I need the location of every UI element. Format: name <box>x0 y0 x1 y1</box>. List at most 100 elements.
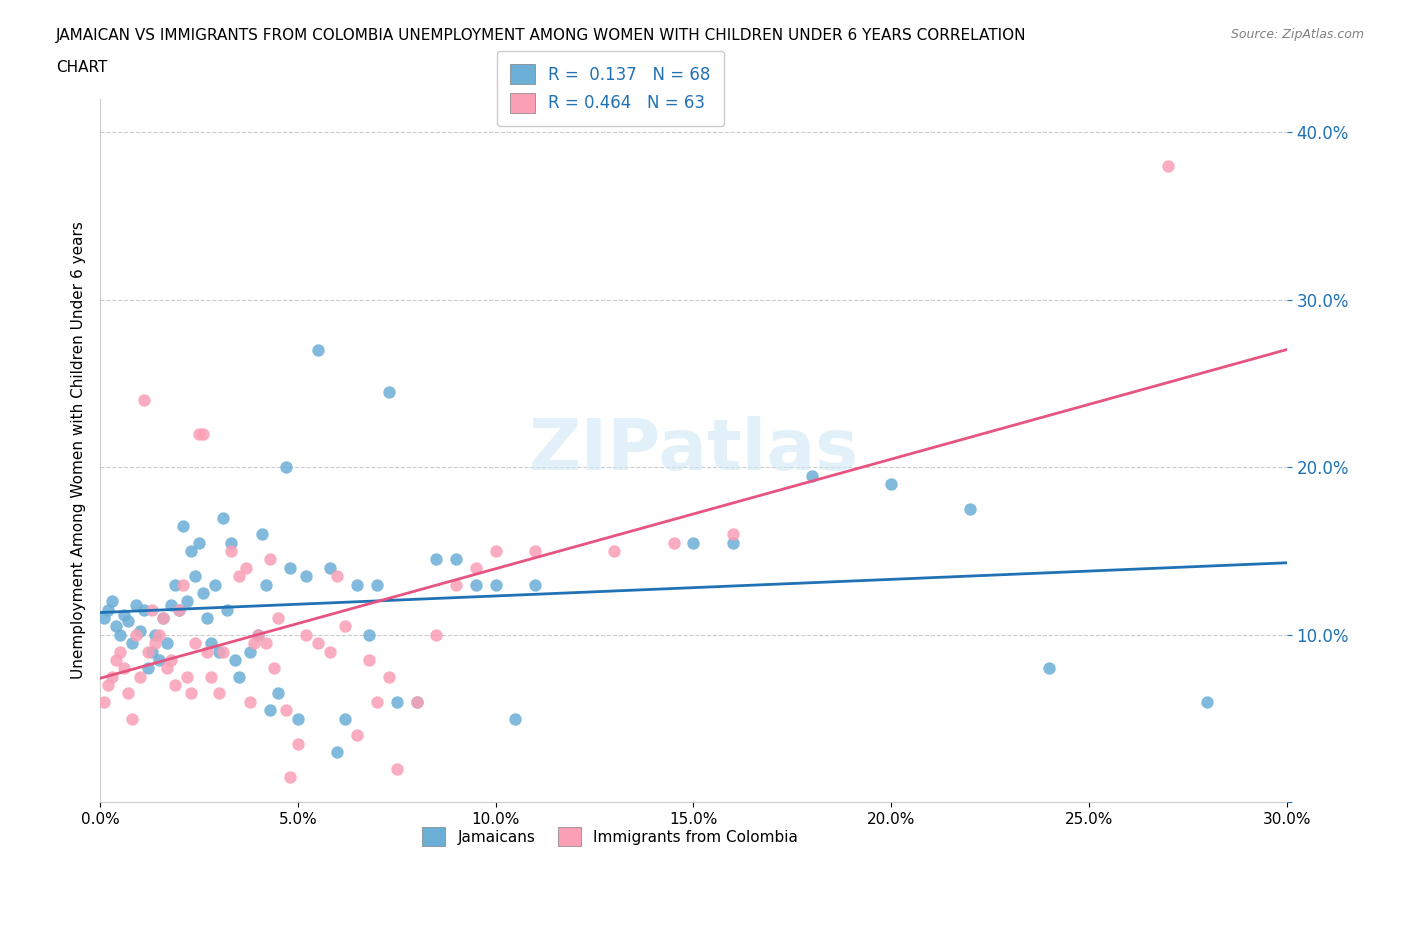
Point <box>505 711 527 726</box>
Point <box>208 644 231 659</box>
Point <box>318 561 340 576</box>
Point <box>176 670 198 684</box>
Point <box>93 695 115 710</box>
Point <box>444 552 467 567</box>
Point <box>145 628 167 643</box>
Point <box>228 670 250 684</box>
Point <box>200 670 222 684</box>
Point <box>101 670 124 684</box>
Point <box>287 711 309 726</box>
Point <box>141 644 163 659</box>
Point <box>125 628 148 643</box>
Point <box>176 594 198 609</box>
Point <box>191 426 214 441</box>
Point <box>464 561 486 576</box>
Point <box>346 728 368 743</box>
Point <box>603 544 626 559</box>
Point <box>464 578 486 592</box>
Point <box>335 711 357 726</box>
Point <box>136 661 159 676</box>
Point <box>682 536 704 551</box>
Point <box>156 661 179 676</box>
Point <box>307 342 329 357</box>
Point <box>195 611 218 626</box>
Point <box>219 536 242 551</box>
Point <box>184 636 207 651</box>
Point <box>274 459 297 474</box>
Point <box>721 536 744 551</box>
Point <box>385 695 408 710</box>
Point <box>160 597 183 612</box>
Point <box>287 737 309 751</box>
Point <box>117 614 139 629</box>
Point <box>180 544 202 559</box>
Point <box>97 603 120 618</box>
Point <box>326 745 349 760</box>
Point <box>662 536 685 551</box>
Text: JAMAICAN VS IMMIGRANTS FROM COLOMBIA UNEMPLOYMENT AMONG WOMEN WITH CHILDREN UNDE: JAMAICAN VS IMMIGRANTS FROM COLOMBIA UNE… <box>56 28 1026 43</box>
Legend: Jamaicans, Immigrants from Colombia: Jamaicans, Immigrants from Colombia <box>411 815 810 858</box>
Point <box>385 762 408 777</box>
Y-axis label: Unemployment Among Women with Children Under 6 years: Unemployment Among Women with Children U… <box>72 221 86 680</box>
Point <box>252 527 274 542</box>
Point <box>108 628 131 643</box>
Point <box>165 678 187 693</box>
Point <box>1038 661 1060 676</box>
Point <box>326 569 349 584</box>
Point <box>335 619 357 634</box>
Point <box>254 578 277 592</box>
Point <box>346 578 368 592</box>
Point <box>425 628 447 643</box>
Point <box>247 628 270 643</box>
Point <box>259 703 281 718</box>
Point <box>378 670 401 684</box>
Point <box>152 611 174 626</box>
Point <box>204 578 226 592</box>
Point <box>247 628 270 643</box>
Point <box>239 644 262 659</box>
Point <box>188 426 211 441</box>
Point <box>880 476 903 491</box>
Point <box>104 653 127 668</box>
Point <box>215 603 238 618</box>
Text: CHART: CHART <box>56 60 108 75</box>
Point <box>132 603 155 618</box>
Point <box>357 628 380 643</box>
Point <box>243 636 266 651</box>
Point <box>235 561 257 576</box>
Point <box>128 624 150 639</box>
Point <box>224 653 246 668</box>
Point <box>188 536 211 551</box>
Point <box>148 653 170 668</box>
Point <box>219 544 242 559</box>
Point <box>366 695 388 710</box>
Point <box>267 611 290 626</box>
Point <box>378 384 401 399</box>
Point <box>294 569 316 584</box>
Point <box>141 603 163 618</box>
Point <box>156 636 179 651</box>
Point <box>357 653 380 668</box>
Point <box>132 392 155 407</box>
Point <box>263 661 285 676</box>
Point <box>444 578 467 592</box>
Point <box>307 636 329 651</box>
Point <box>112 661 135 676</box>
Point <box>148 628 170 643</box>
Point <box>259 552 281 567</box>
Point <box>195 644 218 659</box>
Point <box>959 502 981 517</box>
Point <box>97 678 120 693</box>
Point <box>267 686 290 701</box>
Point <box>274 703 297 718</box>
Point <box>278 770 301 785</box>
Point <box>211 511 233 525</box>
Point <box>136 644 159 659</box>
Point <box>405 695 427 710</box>
Point <box>721 527 744 542</box>
Point <box>524 578 547 592</box>
Point <box>117 686 139 701</box>
Point <box>152 611 174 626</box>
Point <box>425 552 447 567</box>
Point <box>167 603 190 618</box>
